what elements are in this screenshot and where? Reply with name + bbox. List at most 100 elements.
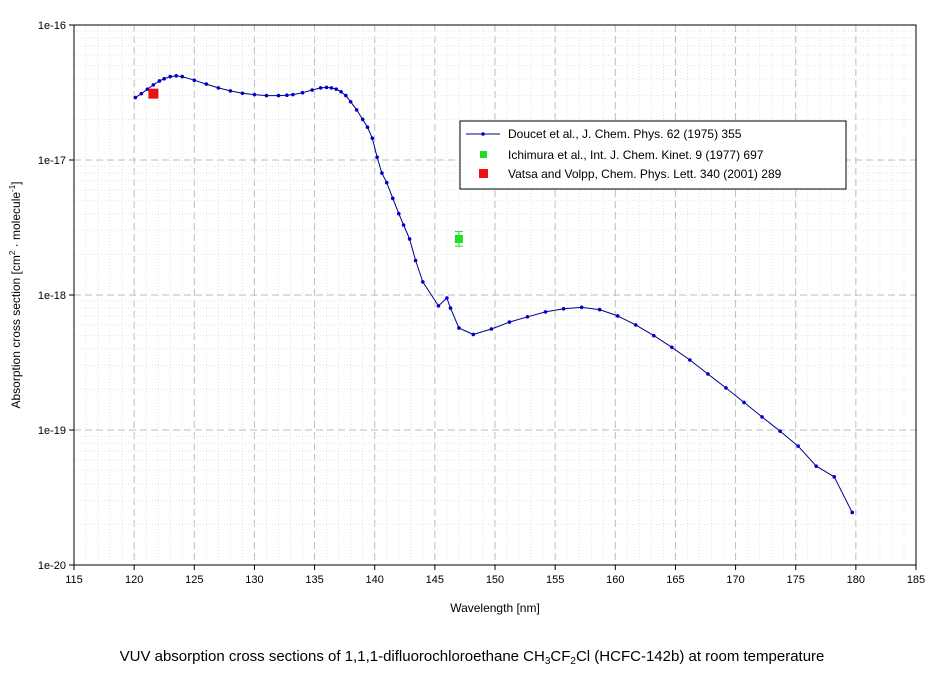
data-point: [454, 234, 463, 243]
x-tick-label: 115: [65, 574, 83, 586]
data-point: [724, 386, 728, 390]
data-point: [384, 180, 389, 185]
data-point: [354, 108, 359, 112]
data-point: [390, 196, 395, 201]
caption-sub-2: 2: [570, 656, 576, 667]
y-axis-title-middle: · molecule: [9, 192, 23, 251]
data-point: [706, 372, 710, 376]
data-point: [543, 310, 548, 314]
data-point: [168, 74, 173, 79]
y-axis-title-sup1: 2: [8, 250, 17, 255]
x-tick-label: 125: [185, 574, 203, 586]
data-point: [615, 314, 620, 318]
data-point: [264, 93, 269, 98]
x-tick-label: 175: [787, 574, 805, 586]
data-point: [324, 85, 329, 90]
legend-label-vatsa: Vatsa and Volpp, Chem. Phys. Lett. 340 (…: [508, 167, 782, 181]
caption-sub-1: 3: [544, 656, 551, 667]
legend: Doucet et al., J. Chem. Phys. 62 (1975) …: [459, 120, 847, 190]
data-point: [507, 320, 512, 324]
data-point: [561, 307, 566, 311]
x-tick-label: 130: [245, 574, 263, 586]
legend-box: [459, 120, 847, 190]
data-point: [310, 88, 314, 92]
data-point: [796, 444, 800, 448]
data-point: [360, 117, 365, 122]
data-point: [688, 358, 692, 362]
data-point: [445, 296, 449, 300]
x-tick-label: 185: [907, 574, 925, 586]
data-point: [651, 333, 656, 338]
data-point: [252, 92, 257, 97]
data-point: [240, 91, 245, 96]
y-tick-label: 1e-17: [38, 155, 66, 167]
data-point: [448, 306, 453, 310]
legend-marker-doucet: [481, 132, 485, 136]
axis-ticks: 115 120 125 130 135 140 145 150 155 160 165 170 175 1…: [38, 20, 925, 586]
data-point: [525, 314, 530, 319]
x-axis-title: Wavelength [nm]: [450, 601, 540, 615]
caption-text-2: CF: [550, 648, 571, 665]
data-point: [396, 211, 401, 216]
data-point: [300, 90, 305, 95]
x-tick-label: 170: [726, 574, 744, 586]
data-point: [832, 475, 837, 479]
y-axis-title: Absorption cross section [cm2 · molecule…: [8, 181, 23, 408]
y-axis-title-suffix: ]: [9, 181, 23, 184]
data-point: [344, 93, 348, 98]
y-tick-label: 1e-16: [38, 20, 66, 32]
data-point: [633, 323, 638, 327]
x-tick-label: 150: [486, 574, 504, 586]
data-point: [370, 136, 375, 141]
data-point: [407, 237, 412, 241]
y-tick-label: 1e-20: [38, 560, 66, 572]
caption-text-1: VUV absorption cross sections of 1,1,1-d…: [119, 648, 545, 665]
series-layer: [133, 74, 855, 515]
data-point: [148, 88, 159, 99]
data-point: [329, 86, 334, 90]
data-point: [471, 332, 476, 337]
legend-marker-vatsa: [479, 169, 488, 178]
x-tick-label: 155: [546, 574, 564, 586]
y-tick-label: 1e-18: [38, 290, 66, 302]
data-point: [334, 87, 339, 91]
data-point: [457, 326, 461, 330]
data-point: [145, 87, 150, 91]
data-point: [291, 92, 295, 97]
data-point: [192, 78, 197, 83]
data-point: [742, 400, 746, 405]
y-tick-label: 1e-19: [38, 425, 66, 437]
data-point: [285, 93, 289, 97]
x-tick-label: 160: [606, 574, 624, 586]
data-point: [133, 95, 138, 100]
data-point: [375, 155, 379, 159]
legend-label-doucet: Doucet et al., J. Chem. Phys. 62 (1975) …: [508, 127, 742, 141]
data-point: [489, 327, 494, 331]
x-tick-label: 120: [125, 574, 143, 586]
y-axis-title-prefix: Absorption cross section [cm: [9, 255, 23, 408]
x-tick-label: 140: [366, 574, 384, 586]
data-point: [180, 74, 185, 79]
x-tick-label: 165: [666, 574, 684, 586]
data-point: [318, 86, 323, 90]
grid: [74, 25, 916, 565]
data-point: [670, 345, 674, 350]
chart: 115 120 125 130 135 140 145 150 155 160 165 170 175 1…: [8, 20, 925, 615]
data-point: [421, 280, 425, 284]
data-point: [814, 464, 818, 468]
data-point: [760, 415, 764, 419]
data-point: [139, 91, 144, 96]
data-point: [276, 93, 281, 98]
caption-text-3: Cl (HCFC-142b) at room temperature: [575, 648, 825, 665]
data-point: [365, 125, 370, 129]
data-point: [174, 74, 179, 78]
data-point: [339, 90, 343, 94]
data-point: [204, 82, 209, 86]
legend-marker-ichimura: [480, 151, 487, 158]
y-axis-title-sup2: -1: [8, 184, 17, 192]
data-point: [151, 83, 156, 87]
x-tick-label: 135: [305, 574, 323, 586]
data-point: [216, 86, 221, 90]
data-point: [850, 510, 855, 515]
data-point: [157, 79, 162, 83]
